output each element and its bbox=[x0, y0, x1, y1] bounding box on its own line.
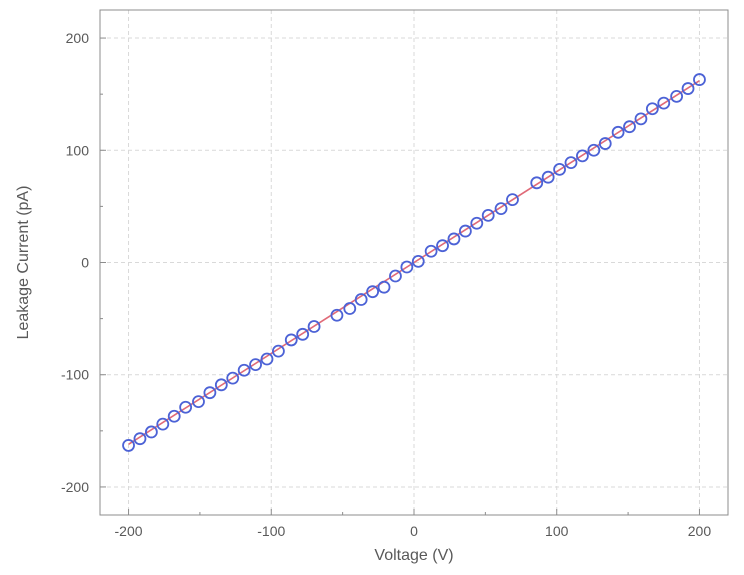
data-point-26 bbox=[436, 239, 449, 253]
data-point-43 bbox=[645, 102, 659, 116]
data-point-33 bbox=[530, 176, 544, 190]
y-tick-label-1: -100 bbox=[61, 367, 89, 383]
data-point-15 bbox=[296, 327, 310, 341]
x-tick-label-0: -200 bbox=[115, 523, 143, 539]
data-point-11 bbox=[249, 358, 262, 372]
data-point-13 bbox=[272, 344, 285, 358]
data-point-40 bbox=[611, 125, 625, 139]
data-point-12 bbox=[260, 352, 274, 366]
data-point-27 bbox=[447, 232, 461, 246]
data-point-31 bbox=[494, 202, 508, 216]
data-point-22 bbox=[389, 269, 402, 283]
y-tick-label-4: 200 bbox=[66, 30, 90, 46]
data-point-7 bbox=[203, 386, 217, 400]
data-point-34 bbox=[541, 170, 555, 184]
data-point-36 bbox=[564, 156, 578, 170]
data-point-0 bbox=[122, 439, 135, 452]
data-point-8 bbox=[214, 378, 228, 392]
data-point-3 bbox=[156, 417, 170, 431]
data-point-47 bbox=[693, 73, 706, 86]
data-point-14 bbox=[284, 333, 298, 347]
data-point-10 bbox=[237, 363, 251, 377]
data-point-20 bbox=[366, 285, 380, 299]
data-point-44 bbox=[657, 96, 671, 110]
data-point-9 bbox=[226, 371, 240, 385]
x-axis-label: Voltage (V) bbox=[374, 547, 453, 564]
data-point-18 bbox=[343, 302, 357, 315]
x-tick-label-2: 0 bbox=[410, 523, 418, 539]
data-point-1 bbox=[133, 432, 147, 446]
x-tick-label-4: 200 bbox=[688, 523, 712, 539]
data-point-16 bbox=[307, 320, 321, 333]
data-point-28 bbox=[458, 224, 472, 238]
data-point-23 bbox=[400, 260, 414, 274]
data-point-19 bbox=[354, 293, 368, 306]
data-point-6 bbox=[192, 395, 205, 409]
data-point-37 bbox=[576, 149, 589, 163]
data-point-39 bbox=[598, 137, 612, 150]
data-point-29 bbox=[470, 216, 484, 230]
x-tick-label-1: -100 bbox=[257, 523, 285, 539]
data-point-45 bbox=[670, 90, 684, 103]
fit-line bbox=[128, 80, 700, 445]
data-point-5 bbox=[179, 400, 193, 414]
y-tick-label-2: 0 bbox=[81, 255, 89, 271]
data-point-42 bbox=[634, 112, 648, 126]
y-tick-label-0: -200 bbox=[61, 479, 89, 495]
data-point-46 bbox=[681, 82, 695, 95]
data-point-17 bbox=[330, 308, 344, 322]
data-point-41 bbox=[623, 120, 636, 134]
data-point-24 bbox=[411, 254, 425, 268]
data-point-35 bbox=[553, 162, 566, 176]
x-tick-label-3: 100 bbox=[545, 523, 569, 539]
data-point-38 bbox=[587, 143, 601, 157]
data-point-21 bbox=[377, 280, 391, 294]
y-axis-label: Leakage Current (pA) bbox=[15, 186, 32, 340]
axis-ticks: -200 -100 0 100 200 -200 -100 0 100 200 bbox=[61, 30, 711, 539]
data-point-4 bbox=[167, 409, 181, 423]
y-tick-label-3: 100 bbox=[66, 142, 90, 158]
data-point-2 bbox=[144, 425, 158, 439]
data-point-32 bbox=[506, 193, 519, 207]
data-points-layer bbox=[122, 73, 706, 452]
fit-line-layer bbox=[128, 80, 700, 445]
data-point-30 bbox=[481, 208, 495, 222]
data-point-25 bbox=[424, 244, 438, 258]
